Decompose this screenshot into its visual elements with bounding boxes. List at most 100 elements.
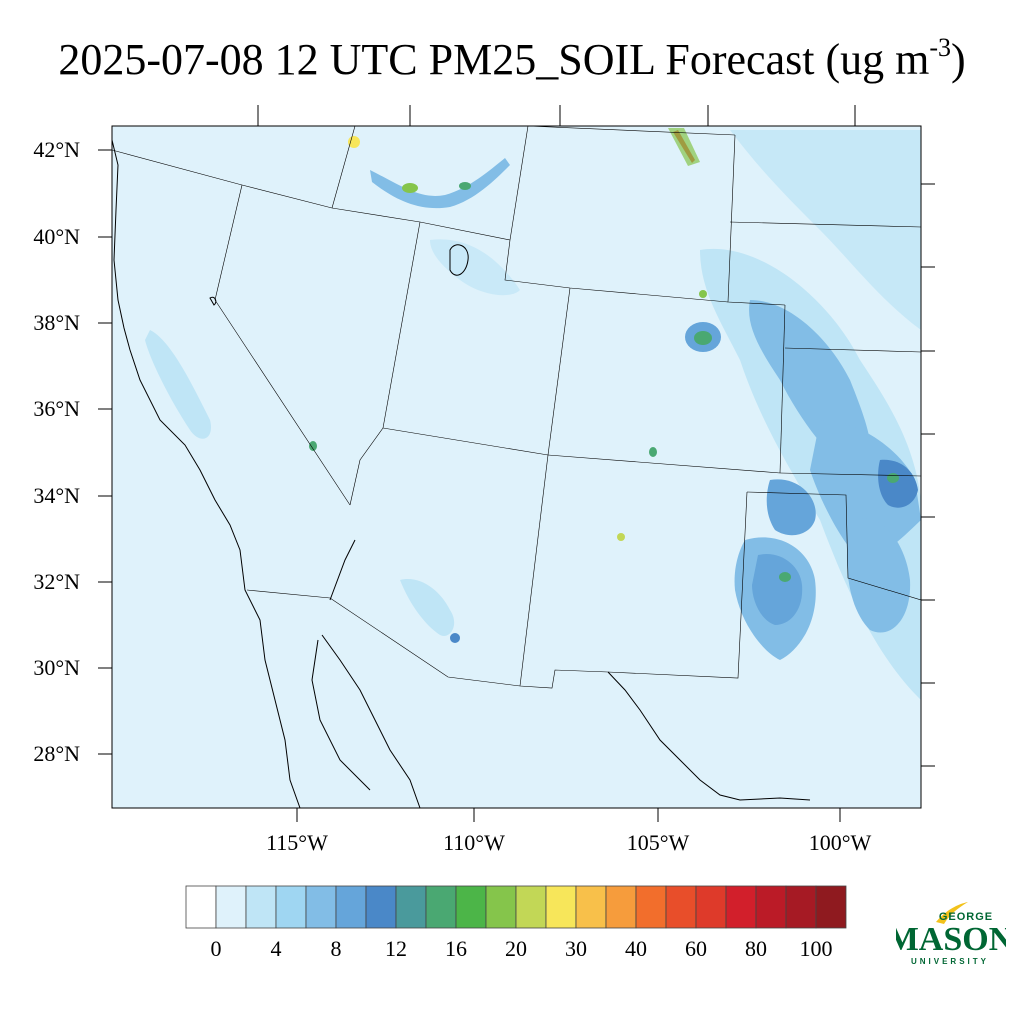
map-ticks bbox=[98, 105, 935, 822]
colorbar-swatch bbox=[365, 885, 397, 929]
hotspot-arizona bbox=[450, 633, 460, 643]
hotspot-colorado-core bbox=[694, 331, 712, 345]
colorbar-swatch bbox=[425, 885, 457, 929]
lat-label: 32°N bbox=[33, 569, 80, 594]
colorbar-swatch bbox=[335, 885, 367, 929]
hotspot-nebraska-halo bbox=[668, 128, 700, 166]
boundary-ut-co bbox=[547, 287, 571, 456]
colorbar-swatch bbox=[485, 885, 517, 929]
colorbar-tick-label: 100 bbox=[799, 936, 833, 961]
boundary-co-ks bbox=[779, 304, 786, 474]
plume-arizona-south bbox=[400, 579, 455, 636]
boundary-nm-az bbox=[519, 454, 549, 687]
lake-tahoe bbox=[209, 296, 217, 306]
colorbar-swatch bbox=[545, 885, 577, 929]
logo-line1: GEORGE bbox=[939, 911, 993, 923]
boundary-az-mexico bbox=[246, 491, 748, 689]
boundary-id-ut bbox=[331, 207, 511, 241]
rio-grande bbox=[607, 671, 811, 801]
map-frame bbox=[111, 125, 922, 809]
colorbar bbox=[185, 885, 847, 929]
lat-label: 36°N bbox=[33, 396, 80, 421]
logo-line2: MASON bbox=[896, 921, 1006, 958]
colorbar-swatch bbox=[635, 885, 667, 929]
boundary-ok-tx bbox=[779, 472, 921, 477]
plume-california bbox=[145, 330, 211, 439]
hotspot-oklahoma-green bbox=[887, 473, 899, 483]
colorbar-swatch bbox=[665, 885, 697, 929]
lat-label: 40°N bbox=[33, 224, 80, 249]
gmu-logo: GEORGE MASON UNIVERSITY bbox=[896, 902, 1006, 966]
boundary-ks-ok bbox=[784, 347, 921, 353]
lon-label: 105°W bbox=[626, 830, 690, 855]
lat-label: 30°N bbox=[33, 655, 80, 680]
boundary-wy-co bbox=[504, 239, 729, 303]
colorbar-swatch bbox=[275, 885, 307, 929]
hotspot-nm-1 bbox=[617, 533, 625, 541]
lat-label: 34°N bbox=[33, 483, 80, 508]
coastline-baja-inner bbox=[311, 639, 371, 791]
colorbar-swatch bbox=[605, 885, 637, 929]
colorbar-swatch bbox=[815, 885, 847, 929]
colorbar-tick-label: 30 bbox=[565, 936, 587, 961]
plume-texas-core bbox=[752, 554, 803, 625]
logo-line3: UNIVERSITY bbox=[911, 957, 989, 966]
boundary-nv-ut bbox=[382, 221, 421, 429]
colorbar-tick-label: 40 bbox=[625, 936, 647, 961]
colorbar-tick-label: 4 bbox=[270, 936, 282, 961]
colorbar-swatch bbox=[755, 885, 787, 929]
boundary-nm-tx bbox=[746, 491, 921, 601]
hotspot-wyoming-2 bbox=[459, 182, 471, 190]
colorbar-swatch bbox=[215, 885, 247, 929]
boundary-ca-nv bbox=[214, 184, 351, 506]
plume-texas-southeast bbox=[846, 518, 911, 633]
lon-label: 100°W bbox=[808, 830, 872, 855]
hotspot-co-south bbox=[699, 290, 707, 298]
lat-label: 38°N bbox=[33, 310, 80, 335]
plume-nw-texas bbox=[766, 479, 816, 536]
coastline-baja-east bbox=[321, 539, 421, 808]
great-salt-lake bbox=[449, 244, 469, 276]
hotspot-nevada bbox=[309, 441, 317, 451]
colorbar-tick-label: 60 bbox=[685, 936, 707, 961]
colorbar-swatch bbox=[455, 885, 487, 929]
colorbar-swatch bbox=[395, 885, 427, 929]
hotspot-nm-2 bbox=[649, 447, 657, 457]
colorbar-swatch bbox=[185, 885, 217, 929]
lon-label: 115°W bbox=[266, 830, 328, 855]
lon-label: 110°W bbox=[443, 830, 505, 855]
boundary-nv-az bbox=[349, 427, 384, 506]
boundary-ks-east bbox=[729, 221, 921, 228]
plume-oklahoma-east bbox=[878, 459, 918, 508]
plume-oklahoma bbox=[810, 420, 921, 560]
concentration-field bbox=[145, 128, 921, 700]
lat-label: 42°N bbox=[33, 137, 80, 162]
boundary-wy-ne bbox=[509, 126, 529, 241]
colorbar-tick-label: 80 bbox=[745, 936, 767, 961]
boundary-ut-az bbox=[382, 427, 549, 456]
colorbar-swatch bbox=[515, 885, 547, 929]
coastline-pacific bbox=[112, 139, 301, 808]
plume-northeast bbox=[730, 130, 921, 330]
hotspot-wyoming-1 bbox=[402, 183, 418, 193]
colorbar-swatch bbox=[785, 885, 817, 929]
hotspot-idaho bbox=[348, 136, 360, 148]
colorbar-swatch bbox=[245, 885, 277, 929]
colorbar-tick-label: 8 bbox=[330, 936, 342, 961]
logo-swoosh bbox=[936, 902, 968, 924]
boundary-ne-ks bbox=[727, 134, 786, 306]
boundary-id-wy bbox=[331, 126, 356, 209]
map-background bbox=[112, 126, 921, 808]
colorbar-tick-label: 16 bbox=[445, 936, 467, 961]
colorbar-swatch bbox=[305, 885, 337, 929]
boundary-sd-ne bbox=[527, 126, 736, 136]
hotspot-texas-green bbox=[779, 572, 791, 582]
colorbar-swatch bbox=[575, 885, 607, 929]
colorbar-tick-label: 0 bbox=[210, 936, 222, 961]
boundary-co-nm bbox=[547, 454, 781, 474]
plume-wyoming-ridge bbox=[370, 158, 510, 209]
chart-title: 2025-07-08 12 UTC PM25_SOIL Forecast (ug… bbox=[58, 33, 966, 85]
colorbar-tick-label: 20 bbox=[505, 936, 527, 961]
lat-label: 28°N bbox=[33, 741, 80, 766]
